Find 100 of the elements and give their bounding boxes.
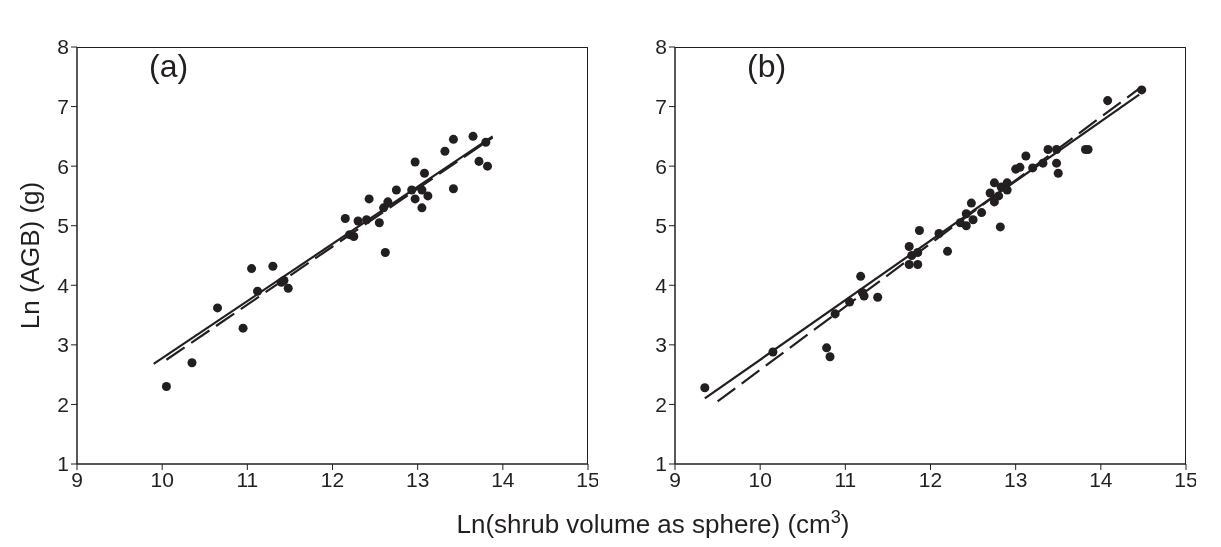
chart-title: (a) [149,48,189,85]
point [362,215,372,225]
y-tick-label: 3 [655,333,667,357]
y-axis-title: Ln (AGB) (g) [15,181,46,330]
point [1103,96,1113,106]
point [768,347,778,357]
point [1038,158,1048,168]
point [994,191,1004,201]
chart-title: (b) [747,48,787,85]
point [349,231,359,241]
y-tick-label: 5 [57,214,69,238]
point [845,297,855,307]
y-tick-label: 6 [57,154,69,178]
x-tick-label: 15 [1174,467,1198,491]
point [340,214,350,224]
point [913,259,923,269]
point [374,218,384,228]
point [1053,168,1063,178]
point [481,137,491,147]
point [1028,163,1038,173]
point [966,198,976,208]
x-tick-label: 14 [1089,467,1113,491]
point [995,222,1005,232]
point [380,248,390,258]
point [423,191,433,201]
y-tick-label: 2 [57,392,69,416]
point [448,134,458,144]
x-tick-label: 11 [834,467,857,491]
point [968,215,978,225]
x-tick-label: 9 [71,467,83,491]
point [419,168,429,178]
y-tick-label: 1 [57,452,69,476]
point [700,383,710,393]
point [474,156,484,166]
point [830,309,840,319]
point [410,194,420,204]
y-tick-label: 7 [655,95,667,119]
x-tick-label: 13 [1003,467,1028,491]
point [364,194,374,204]
point [934,228,944,238]
point [913,248,923,258]
point [440,146,450,156]
y-tick-label: 4 [655,273,668,297]
y-tick-label: 5 [655,214,667,238]
point [904,259,914,269]
y-tick-label: 2 [655,392,667,416]
point [873,292,883,302]
x-tick-label: 14 [491,467,515,491]
point [1021,151,1031,161]
point [417,203,427,213]
y-tick-label: 1 [655,452,667,476]
point [283,283,293,293]
y-tick-label: 8 [655,35,667,59]
point [407,185,417,195]
point [410,157,420,167]
point [1002,178,1012,188]
point [1015,162,1025,172]
y-tick-label: 3 [57,333,69,357]
point [482,161,493,171]
point [985,188,995,198]
y-tick-label: 7 [57,95,69,119]
point [468,131,478,141]
x-tick-label: 15 [576,467,600,491]
point [961,209,971,219]
point [1043,144,1053,154]
point [353,216,363,226]
x-tick-label: 12 [320,467,345,491]
x-axis-title: Ln(shrub volume as sphere) (cm$^{3}$) [456,507,850,539]
x-tick-label: 9 [669,467,681,491]
y-tick-label: 6 [655,154,667,178]
point [856,271,866,281]
point [238,323,248,333]
point [989,178,999,188]
point [977,208,987,218]
x-tick-label: 10 [748,467,772,491]
point [448,184,458,194]
y-tick-label: 8 [57,35,69,59]
point [914,225,924,235]
point [161,382,171,392]
point [417,185,427,195]
point [1137,85,1147,95]
x-tick-label: 13 [405,467,430,491]
point [859,291,869,301]
x-tick-label: 11 [236,467,259,491]
y-tick-label: 4 [57,273,70,297]
point [825,352,835,362]
point [187,358,197,368]
point [213,303,223,313]
point [822,343,832,353]
point [391,185,401,195]
point [1052,158,1062,168]
point [1052,144,1062,154]
point [961,221,971,231]
point [383,197,393,207]
x-tick-label: 12 [918,467,943,491]
point [904,242,914,252]
x-tick-label: 10 [150,467,174,491]
point [268,261,278,271]
point [943,246,953,256]
point [253,286,263,296]
